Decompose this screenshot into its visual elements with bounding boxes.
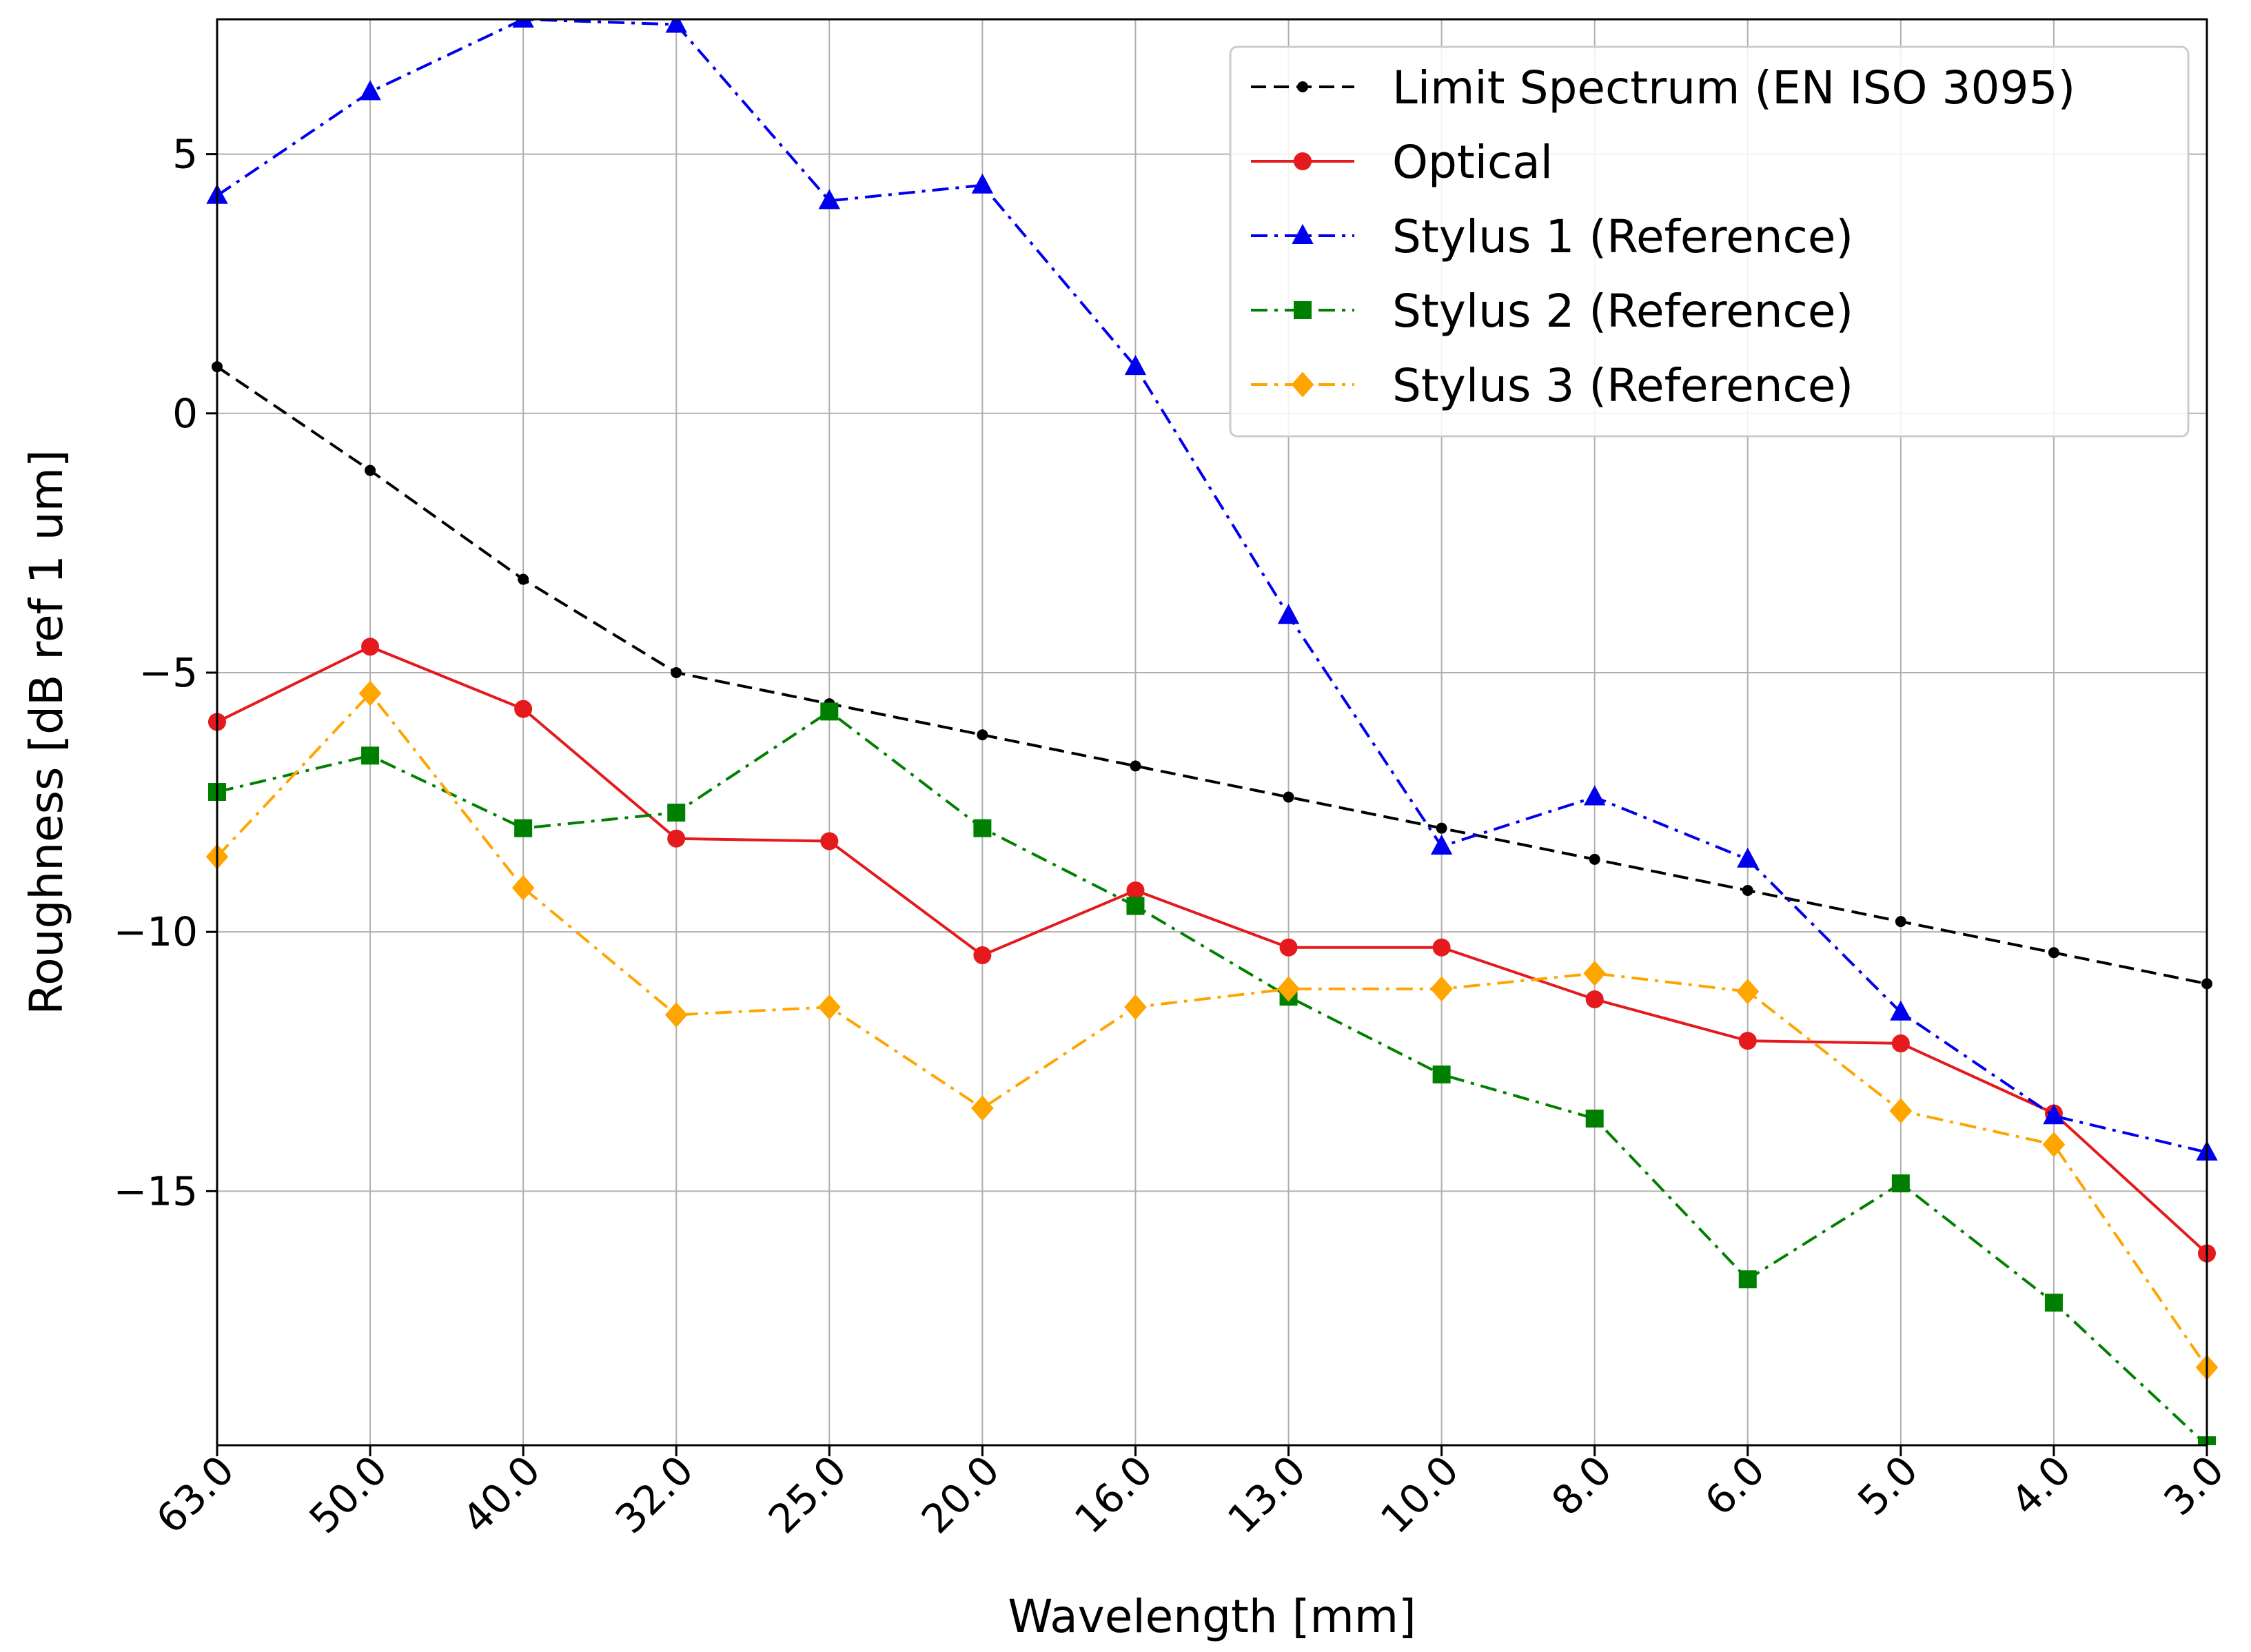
data-point: [973, 819, 992, 837]
data-point: [514, 700, 533, 718]
data-point: [518, 573, 529, 585]
data-point: [817, 994, 841, 1020]
data-point: [820, 832, 839, 850]
legend-marker: [1291, 371, 1314, 398]
y-tick-label: −15: [114, 1167, 198, 1214]
data-point: [664, 1002, 688, 1028]
data-point: [2043, 1104, 2065, 1125]
data-point: [359, 80, 381, 101]
data-point: [1737, 847, 1759, 868]
data-point: [1124, 354, 1147, 376]
legend-marker: [1292, 223, 1314, 244]
data-point: [973, 946, 992, 965]
legend-item: Limit Spectrum (EN ISO 3095): [1251, 61, 2075, 114]
data-point: [514, 819, 533, 837]
legend-label: Optical: [1392, 136, 1553, 189]
data-point: [1126, 881, 1145, 899]
data-point: [1738, 1270, 1757, 1289]
data-point: [512, 19, 534, 28]
plot-frame: [216, 18, 2208, 1447]
legend-label: Stylus 3 (Reference): [1392, 359, 1853, 412]
y-tick-label: 0: [172, 390, 198, 437]
data-point: [1736, 979, 1760, 1005]
data-point: [1890, 1000, 1912, 1021]
data-point: [358, 680, 382, 706]
data-point: [2048, 947, 2059, 959]
data-point: [818, 189, 840, 210]
data-point: [1738, 1032, 1757, 1050]
data-point: [2042, 1132, 2066, 1158]
series-line: [216, 645, 2208, 1255]
legend-item: Stylus 2 (Reference): [1251, 285, 1853, 338]
legend-box: [1229, 45, 2190, 438]
legend-marker: [1294, 152, 1312, 170]
data-point: [667, 829, 686, 848]
data-point: [1124, 994, 1147, 1020]
data-point: [365, 465, 376, 476]
legend-marker: [1297, 81, 1308, 92]
data-point: [1889, 1098, 1913, 1124]
series-line: [216, 709, 2208, 1445]
data-point: [1432, 1065, 1451, 1084]
data-point: [1277, 976, 1300, 1002]
data-point: [1279, 938, 1298, 957]
series-line: [216, 365, 2208, 986]
y-axis-label: Roughness [dB ref 1 um]: [20, 449, 73, 1014]
data-point: [977, 729, 988, 741]
data-point: [1589, 853, 1600, 865]
data-point: [1432, 938, 1451, 957]
data-point: [1585, 1110, 1604, 1128]
data-point: [971, 173, 994, 194]
series-layer: [205, 19, 2219, 1445]
data-point: [1584, 785, 1606, 806]
data-point: [1583, 960, 1607, 986]
legend-label: Stylus 2 (Reference): [1392, 285, 1853, 338]
data-point: [1895, 916, 1906, 928]
legend-item: Stylus 3 (Reference): [1251, 359, 1853, 412]
data-point: [1891, 1034, 1910, 1052]
y-tick-label: −10: [114, 908, 198, 955]
legend: Limit Spectrum (EN ISO 3095) Optical Stylu…: [1229, 45, 2190, 438]
data-point: [361, 638, 380, 656]
data-point: [665, 19, 687, 33]
y-tick-label: 5: [172, 131, 198, 178]
data-point: [2044, 1294, 2063, 1312]
x-axis-label: Wavelength [mm]: [1008, 1590, 1416, 1643]
data-point: [1283, 791, 1294, 803]
legend-item: Stylus 1 (Reference): [1251, 210, 1853, 263]
series-line: [216, 691, 2208, 1369]
legend-label: Stylus 1 (Reference): [1392, 210, 1853, 263]
data-point: [1277, 604, 1300, 624]
data-point: [1742, 884, 1753, 896]
data-point: [667, 804, 686, 822]
data-point: [1430, 976, 1453, 1002]
legend-label: Limit Spectrum (EN ISO 3095): [1392, 61, 2075, 114]
data-point: [1130, 760, 1141, 772]
data-point: [1126, 897, 1145, 915]
data-point: [820, 702, 839, 721]
data-point: [1585, 990, 1604, 1008]
data-point: [511, 875, 535, 901]
data-point: [971, 1095, 994, 1121]
legend-item: Optical: [1251, 136, 1553, 189]
y-axis: 5 0 −5 −10 −15: [114, 131, 217, 1214]
y-tick-label: −5: [139, 649, 198, 696]
data-point: [671, 666, 682, 678]
data-point: [1430, 834, 1453, 855]
data-point: [1891, 1174, 1910, 1193]
legend-marker: [1294, 301, 1312, 319]
data-point: [361, 746, 380, 765]
data-point: [1436, 822, 1447, 834]
